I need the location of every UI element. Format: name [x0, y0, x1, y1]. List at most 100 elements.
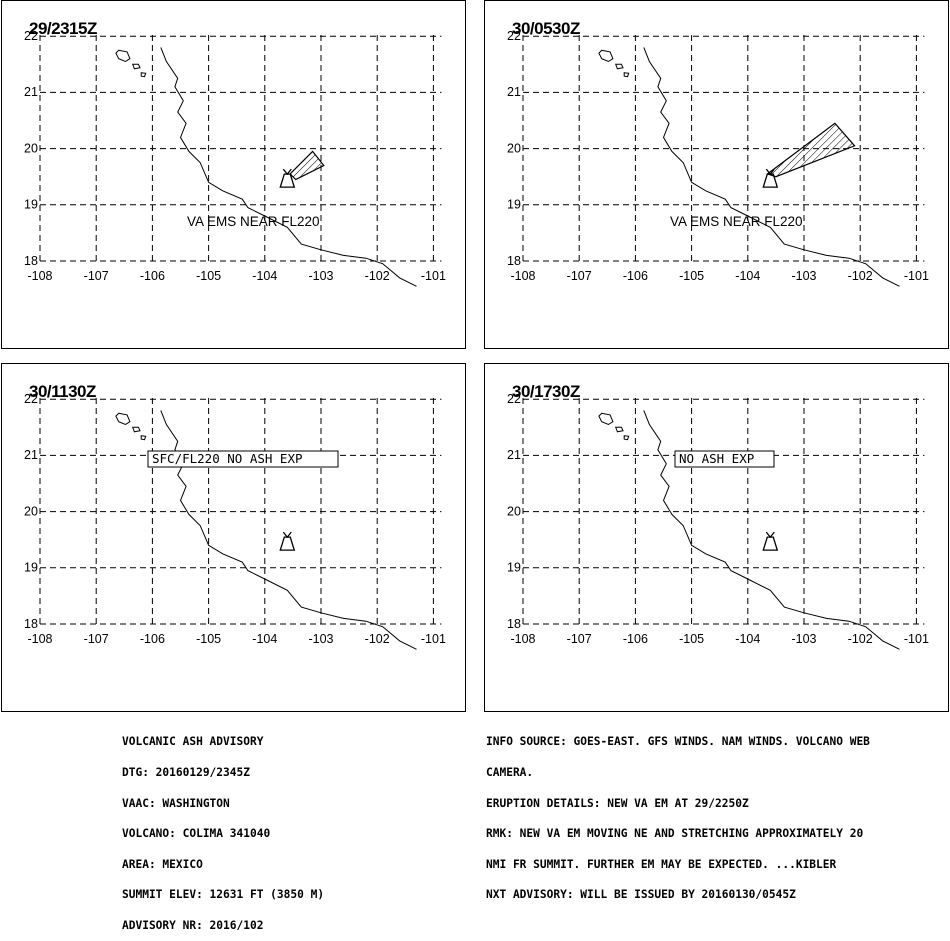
panel-time: 30/1730Z — [512, 382, 580, 401]
volcano-cone — [762, 536, 779, 551]
lat-tick-label: 22 — [24, 29, 38, 43]
advisory-line: DTG: 20160129/2345Z — [122, 766, 250, 779]
island — [623, 72, 630, 78]
lon-tick-label: -105 — [679, 632, 704, 646]
ash-cloud-polygon — [766, 122, 856, 178]
volcano-icon — [762, 531, 779, 551]
lat-tick-label: 19 — [507, 198, 521, 212]
panel-time: 30/0530Z — [512, 19, 580, 38]
map-panel-4: -108 -107 -106 -105 -104 -103 -102 -101 22 21 20 19… — [484, 363, 949, 712]
volcano-icon — [279, 531, 296, 551]
island — [140, 72, 147, 78]
lat-tick-label: 21 — [507, 85, 521, 99]
forecast-label: NO ASH EXP — [679, 451, 754, 466]
lat-tick-label: 18 — [24, 617, 38, 631]
lon-tick-label: -107 — [567, 632, 592, 646]
lon-tick-label: -101 — [904, 632, 929, 646]
lat-tick-label: 20 — [507, 141, 521, 155]
volcano-plume — [765, 531, 775, 539]
lon-tick-label: -105 — [196, 632, 221, 646]
lon-tick-label: -106 — [623, 632, 648, 646]
lon-tick-label: -106 — [140, 269, 165, 283]
lon-tick-label: -106 — [623, 269, 648, 283]
coastline — [160, 47, 417, 287]
island — [598, 412, 614, 426]
lon-tick-label: -103 — [308, 269, 333, 283]
forecast-label-box — [674, 450, 775, 468]
lon-tick-label: -108 — [510, 632, 535, 646]
ash-cloud-polygon — [289, 150, 325, 181]
volcano-cone — [762, 173, 779, 188]
advisory-line: VAAC: WASHINGTON — [122, 796, 230, 810]
lat-tick-label: 18 — [507, 617, 521, 631]
volcano-cone — [279, 536, 296, 551]
lat-tick-label: 21 — [24, 448, 38, 462]
lon-tick-label: -102 — [848, 269, 873, 283]
lon-tick-label: -103 — [791, 269, 816, 283]
lon-tick-label: -103 — [791, 632, 816, 646]
volcano-icon — [762, 168, 779, 188]
map-panel-1: -108 -107 -106 -105 -104 -103 -102 -101 22 21 20 19… — [1, 0, 466, 349]
lon-tick-label: -102 — [848, 632, 873, 646]
island — [623, 435, 630, 441]
island — [598, 49, 614, 63]
map-canvas: -108 -107 -106 -105 -104 -103 -102 -101 22 21 20 19… — [24, 392, 446, 650]
volcano-plume — [282, 168, 292, 176]
island — [131, 426, 141, 433]
lat-tick-label: 18 — [507, 254, 521, 268]
lon-tick-label: -101 — [421, 632, 446, 646]
lat-tick-label: 22 — [507, 29, 521, 43]
advisory-details-text: INFO SOURCE: GOES-EAST. GFS WINDS. NAM W… — [486, 717, 870, 911]
island — [131, 63, 141, 70]
panel-time: 29/2315Z — [29, 19, 97, 38]
lat-tick-label: 22 — [24, 392, 38, 406]
advisory-line: NMI FR SUMMIT. FURTHER EM MAY BE EXPECTE… — [486, 857, 837, 871]
advisory-line: RMK: NEW VA EM MOVING NE AND STRETCHING … — [486, 827, 864, 841]
island — [614, 63, 624, 70]
map-canvas: -108 -107 -106 -105 -104 -103 -102 -101 22 21 20 19… — [507, 392, 929, 650]
lat-tick-label: 21 — [507, 448, 521, 462]
lon-tick-label: -107 — [84, 269, 109, 283]
lon-tick-label: -104 — [735, 269, 760, 283]
volcano-cone — [279, 173, 296, 188]
lat-tick-label: 18 — [24, 254, 38, 268]
forecast-label: SFC/FL220 NO ASH EXP — [152, 451, 303, 466]
island — [115, 49, 131, 63]
lon-tick-label: -102 — [365, 632, 390, 646]
advisory-line: AREA: MEXICO — [122, 857, 203, 871]
lon-tick-label: -101 — [421, 269, 446, 283]
forecast-label-box — [147, 450, 339, 468]
emission-label: VA EMS NEAR FL220 — [670, 214, 803, 229]
lon-tick-label: -106 — [140, 632, 165, 646]
lat-tick-label: 21 — [24, 85, 38, 99]
lon-tick-label: -105 — [196, 269, 221, 283]
advisory-header-text: VOLCANIC ASH ADVISORY DTG: 20160129/2345… — [122, 717, 324, 941]
island — [115, 412, 131, 426]
lat-tick-label: 19 — [507, 561, 521, 575]
lat-tick-label: 22 — [507, 392, 521, 406]
lon-tick-label: -104 — [252, 632, 277, 646]
coastline — [643, 47, 900, 287]
volcano-plume — [765, 168, 775, 176]
map-panel-2: -108 -107 -106 -105 -104 -103 -102 -101 22 21 20 19… — [484, 0, 949, 349]
advisory-line: ERUPTION DETAILS: NEW VA EM AT 29/2250Z — [486, 796, 749, 810]
lon-tick-label: -105 — [679, 269, 704, 283]
lon-tick-label: -103 — [308, 632, 333, 646]
coastline — [160, 410, 417, 650]
island — [614, 426, 624, 433]
emission-label: VA EMS NEAR FL220 — [187, 214, 320, 229]
lat-tick-label: 20 — [24, 504, 38, 518]
advisory-line: ADVISORY NR: 2016/102 — [122, 918, 264, 932]
lon-tick-label: -104 — [252, 269, 277, 283]
advisory-line: SUMMIT ELEV: 12631 FT (3850 M) — [122, 888, 325, 902]
island — [140, 435, 147, 441]
lon-tick-label: -108 — [27, 632, 52, 646]
lat-tick-label: 19 — [24, 198, 38, 212]
lat-tick-label: 20 — [24, 141, 38, 155]
advisory-line: VOLCANIC ASH ADVISORY — [122, 735, 264, 749]
coastline — [643, 410, 900, 650]
advisory-line: CAMERA. — [486, 766, 534, 779]
lon-tick-label: -108 — [510, 269, 535, 283]
advisory-line: INFO SOURCE: GOES-EAST. GFS WINDS. NAM W… — [486, 735, 870, 749]
lon-tick-label: -107 — [567, 269, 592, 283]
